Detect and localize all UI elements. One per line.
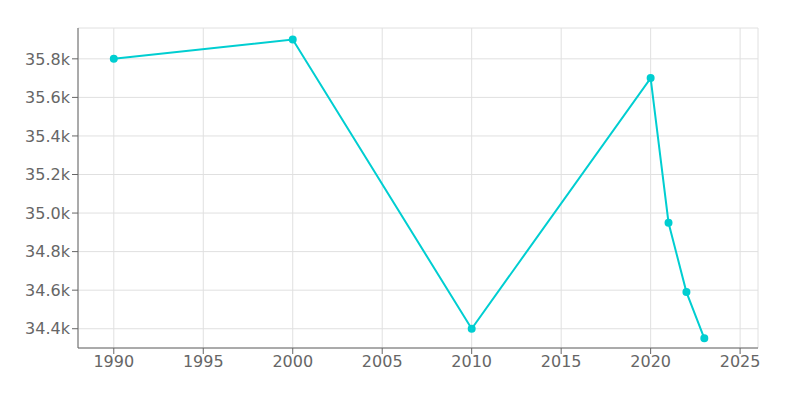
- svg-text:35.4k: 35.4k: [25, 127, 71, 146]
- svg-text:2005: 2005: [362, 352, 403, 371]
- svg-text:2015: 2015: [541, 352, 582, 371]
- svg-text:2025: 2025: [720, 352, 761, 371]
- svg-text:34.8k: 34.8k: [25, 242, 71, 261]
- svg-text:35.2k: 35.2k: [25, 165, 71, 184]
- svg-text:2010: 2010: [451, 352, 492, 371]
- svg-text:34.6k: 34.6k: [25, 281, 71, 300]
- svg-text:1995: 1995: [183, 352, 224, 371]
- svg-text:2000: 2000: [272, 352, 313, 371]
- svg-text:35.6k: 35.6k: [25, 88, 71, 107]
- svg-text:1990: 1990: [93, 352, 134, 371]
- svg-text:35.8k: 35.8k: [25, 50, 71, 69]
- svg-text:34.4k: 34.4k: [25, 319, 71, 338]
- svg-text:2020: 2020: [630, 352, 671, 371]
- svg-text:35.0k: 35.0k: [25, 204, 71, 223]
